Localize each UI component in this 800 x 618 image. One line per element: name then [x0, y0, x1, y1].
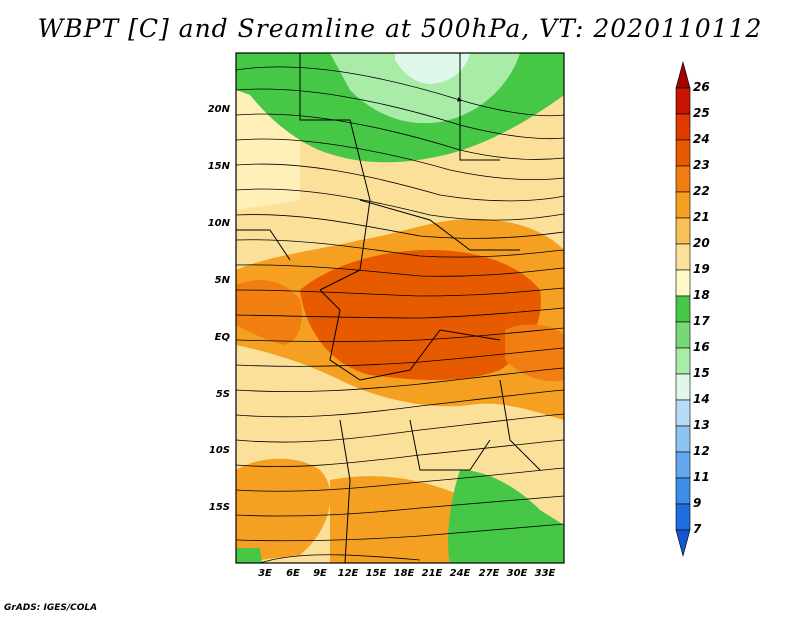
colorbar-segment [675, 373, 691, 401]
footer-credit: GrADS: IGES/COLA [4, 603, 98, 613]
lon-label: 27E [478, 568, 500, 579]
lat-label: 10N [207, 218, 230, 229]
colorbar-label: 20 [693, 236, 710, 250]
colorbar-label: 9 [693, 496, 702, 510]
colorbar-segment [675, 113, 691, 141]
colorbar-label: 11 [693, 470, 710, 484]
colorbar-label: 17 [693, 314, 710, 328]
lon-label: 30E [506, 568, 528, 579]
colorbar-segment [675, 217, 691, 245]
lon-label: 9E [313, 568, 327, 579]
lat-label: 10S [208, 445, 230, 456]
lon-label: 12E [337, 568, 359, 579]
colorbar-segment [675, 347, 691, 375]
lon-label: 6E [286, 568, 300, 579]
streamlines [236, 66, 564, 563]
colorbar-label: 16 [693, 340, 710, 354]
colorbar-label: 13 [693, 418, 710, 432]
lat-label: EQ [214, 332, 230, 343]
lon-label: 33E [534, 568, 556, 579]
colorbar-label: 21 [693, 210, 710, 224]
colorbar-segment [675, 139, 691, 167]
colorbar-segment [675, 269, 691, 297]
colorbar-segment [675, 243, 691, 271]
colorbar-label: 14 [693, 392, 710, 406]
colorbar-label: 18 [693, 288, 710, 302]
colorbar-label: 15 [693, 366, 710, 380]
lon-label: 21E [421, 568, 443, 579]
lon-label: 15E [365, 568, 387, 579]
colorbar-segment [675, 425, 691, 453]
lat-label: 20N [207, 104, 230, 115]
colorbar-segment [675, 399, 691, 427]
lon-label: 24E [449, 568, 471, 579]
lon-label: 3E [258, 568, 272, 579]
colorbar-label: 24 [693, 132, 710, 146]
colorbar-segment [675, 60, 691, 89]
colorbar-segment [675, 87, 691, 115]
lat-label: 5S [215, 389, 230, 400]
colorbar-label: 25 [693, 106, 710, 120]
colorbar-segment [675, 529, 691, 558]
colorbar-label: 7 [693, 522, 702, 536]
colorbar-segment [675, 503, 691, 531]
colorbar-segment [675, 165, 691, 193]
map-field [236, 53, 564, 563]
colorbar-label: 23 [693, 158, 710, 172]
colorbar-segment [675, 295, 691, 323]
lat-label: 15S [208, 502, 230, 513]
colorbar-segment [675, 191, 691, 219]
colorbar-segment [675, 477, 691, 505]
colorbar-label: 26 [693, 80, 710, 94]
map-frame [235, 52, 565, 564]
colorbar-label: 22 [693, 184, 710, 198]
colorbar-label: 12 [693, 444, 710, 458]
lat-label: 15N [207, 161, 230, 172]
colorbar [675, 60, 691, 558]
colorbar-segment [675, 321, 691, 349]
colorbar-segment [675, 451, 691, 479]
colorbar-label: 19 [693, 262, 710, 276]
lat-label: 5N [214, 275, 230, 286]
map-title: WBPT [C] and Sreamline at 500hPa, VT: 20… [37, 14, 763, 43]
country-borders [236, 53, 541, 563]
lon-label: 18E [393, 568, 415, 579]
